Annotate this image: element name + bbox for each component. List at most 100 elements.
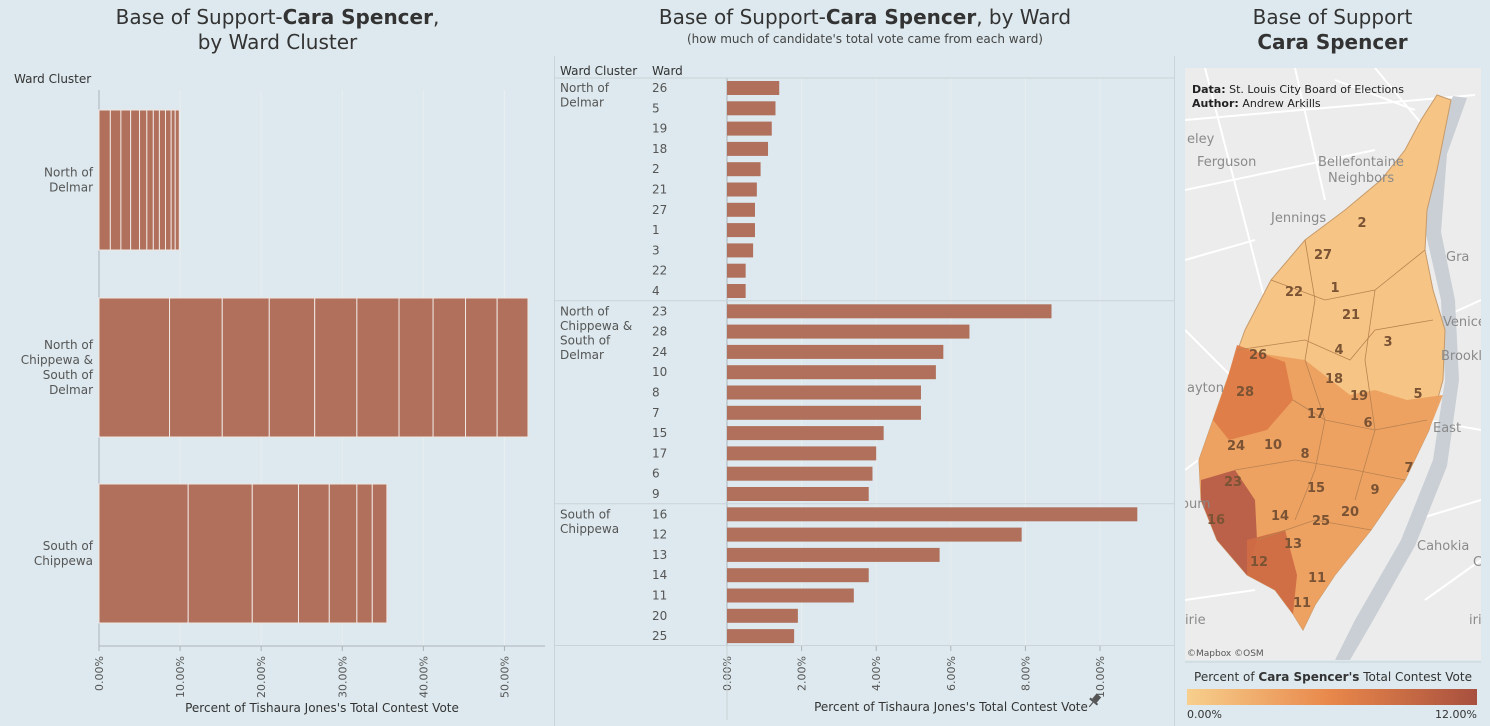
ward-bar[interactable] bbox=[727, 588, 854, 603]
cluster-bar-segment[interactable] bbox=[164, 109, 172, 251]
map-ward-label[interactable]: 3 bbox=[1383, 335, 1392, 350]
cluster-bar-segment[interactable] bbox=[371, 483, 388, 624]
map-ward-label[interactable]: 2 bbox=[1357, 216, 1366, 231]
cluster-bar-segment[interactable] bbox=[398, 297, 434, 438]
map-ward-label[interactable]: 4 bbox=[1334, 343, 1343, 358]
map-ward-label[interactable]: 17 bbox=[1307, 407, 1325, 422]
map-place-label: irie bbox=[1469, 613, 1490, 628]
ward-bar[interactable] bbox=[727, 426, 884, 441]
cluster-bar-segment[interactable] bbox=[98, 109, 111, 251]
map-ward-label[interactable]: 19 bbox=[1350, 389, 1368, 404]
left-tick-label: 20.00% bbox=[255, 656, 268, 698]
ward-number-label: 10 bbox=[652, 365, 667, 379]
cluster-bar-segment[interactable] bbox=[130, 109, 141, 251]
ward-bar[interactable] bbox=[727, 487, 869, 501]
ward-bar[interactable] bbox=[727, 141, 769, 156]
cluster-bar-segment[interactable] bbox=[297, 483, 330, 624]
ward-bar[interactable] bbox=[727, 365, 936, 380]
ward-bar[interactable] bbox=[727, 568, 869, 583]
ward-bar[interactable] bbox=[727, 304, 1052, 319]
ward-bar[interactable] bbox=[727, 81, 780, 95]
ward-bar[interactable] bbox=[727, 263, 746, 278]
cluster-bar-segment[interactable] bbox=[432, 297, 467, 438]
map-ward-label[interactable]: 14 bbox=[1271, 509, 1289, 524]
map-place-label: Bellefontaine bbox=[1318, 155, 1404, 170]
map-ward-label[interactable]: 27 bbox=[1314, 248, 1332, 263]
ward-number-label: 6 bbox=[652, 467, 660, 481]
cluster-bar-segment[interactable] bbox=[109, 109, 122, 251]
map-ward-label[interactable]: 20 bbox=[1341, 505, 1359, 520]
cluster-bar-segment[interactable] bbox=[169, 297, 223, 438]
data-source: Data: St. Louis City Board of Elections bbox=[1192, 83, 1404, 96]
cluster-bar-segment[interactable] bbox=[170, 109, 176, 251]
ward-number-label: 2 bbox=[652, 162, 660, 176]
ward-cluster-column-header: Ward Cluster bbox=[560, 64, 637, 78]
cluster-bar-segment[interactable] bbox=[496, 297, 529, 438]
map-ward-label[interactable]: 16 bbox=[1207, 513, 1225, 528]
pin-icon[interactable] bbox=[1085, 692, 1102, 710]
cluster-bar-segment[interactable] bbox=[98, 297, 171, 438]
cluster-bar-segment[interactable] bbox=[314, 297, 358, 438]
ward-bar[interactable] bbox=[727, 284, 746, 298]
map-ward-label[interactable]: 9 bbox=[1370, 483, 1379, 498]
ward-bar[interactable] bbox=[727, 324, 970, 339]
cluster-bar-segment[interactable] bbox=[328, 483, 358, 624]
cluster-bar-segment[interactable] bbox=[221, 297, 270, 438]
cluster-bar-segment[interactable] bbox=[158, 109, 166, 251]
map-ward-label[interactable]: 7 bbox=[1404, 461, 1413, 476]
cluster-bar-segment[interactable] bbox=[356, 297, 400, 438]
map-ward-label[interactable]: 15 bbox=[1307, 481, 1325, 496]
ward-bar[interactable] bbox=[727, 202, 755, 217]
cluster-bar-segment[interactable] bbox=[356, 483, 373, 624]
ward-bar[interactable] bbox=[727, 466, 873, 481]
map-ward-label[interactable]: 10 bbox=[1264, 438, 1282, 453]
ward-bar[interactable] bbox=[727, 608, 798, 623]
map-ward-label[interactable]: 18 bbox=[1325, 372, 1343, 387]
ward-bar[interactable] bbox=[727, 101, 776, 116]
ward-number-label: 28 bbox=[652, 325, 667, 339]
cluster-bar-segment[interactable] bbox=[152, 109, 160, 251]
map-ward-label[interactable]: 11 bbox=[1308, 571, 1326, 586]
map-place-label: Neighbors bbox=[1328, 171, 1394, 186]
ward-bar[interactable] bbox=[727, 121, 772, 136]
ward-bar[interactable] bbox=[727, 243, 754, 258]
map-ward-label[interactable]: 13 bbox=[1284, 537, 1302, 552]
cluster-bar-segment[interactable] bbox=[120, 109, 132, 251]
map-place-label: Cahokia bbox=[1417, 539, 1469, 554]
map-ward-label[interactable]: 25 bbox=[1312, 514, 1330, 529]
cluster-bar-segment[interactable] bbox=[139, 109, 148, 251]
ward-bar[interactable] bbox=[727, 446, 877, 461]
map-ward-label[interactable]: 26 bbox=[1249, 348, 1267, 363]
ward-bar[interactable] bbox=[727, 547, 940, 562]
ward-bar[interactable] bbox=[727, 507, 1138, 522]
ward-bar[interactable] bbox=[727, 629, 795, 644]
ward-bar[interactable] bbox=[727, 385, 921, 400]
cluster-bar-segment[interactable] bbox=[174, 109, 180, 251]
map-ward-label[interactable]: 12 bbox=[1250, 555, 1268, 570]
ward-bar[interactable] bbox=[727, 182, 757, 197]
map-ward-label[interactable]: 5 bbox=[1413, 387, 1422, 402]
ward-bar[interactable] bbox=[727, 223, 755, 238]
cluster-bar-segment[interactable] bbox=[251, 483, 299, 624]
map-ward-label[interactable]: 11 bbox=[1293, 596, 1311, 611]
right-title: Base of Support Cara Spencer bbox=[1252, 5, 1413, 54]
cluster-bar-segment[interactable] bbox=[98, 483, 189, 624]
map-ward-label[interactable]: 23 bbox=[1224, 475, 1242, 490]
ward-bar[interactable] bbox=[727, 344, 944, 359]
ward-bar[interactable] bbox=[727, 527, 1022, 542]
map-ward-label[interactable]: 22 bbox=[1285, 285, 1303, 300]
cluster-bar-segment[interactable] bbox=[268, 297, 316, 438]
cluster-bar-segment[interactable] bbox=[465, 297, 498, 438]
map-ward-label[interactable]: 6 bbox=[1363, 416, 1372, 431]
ward-bar[interactable] bbox=[727, 162, 761, 177]
ward-zone-12 bbox=[1247, 530, 1297, 614]
map-ward-label[interactable]: 1 bbox=[1330, 281, 1339, 296]
cluster-bar-segment[interactable] bbox=[146, 109, 154, 251]
map-ward-label[interactable]: 28 bbox=[1236, 385, 1254, 400]
map-ward-label[interactable]: 21 bbox=[1342, 308, 1360, 323]
cluster-bar-segment[interactable] bbox=[187, 483, 253, 624]
ward-bar[interactable] bbox=[727, 405, 921, 420]
map-ward-label[interactable]: 8 bbox=[1300, 447, 1309, 462]
map-ward-label[interactable]: 24 bbox=[1227, 439, 1245, 454]
